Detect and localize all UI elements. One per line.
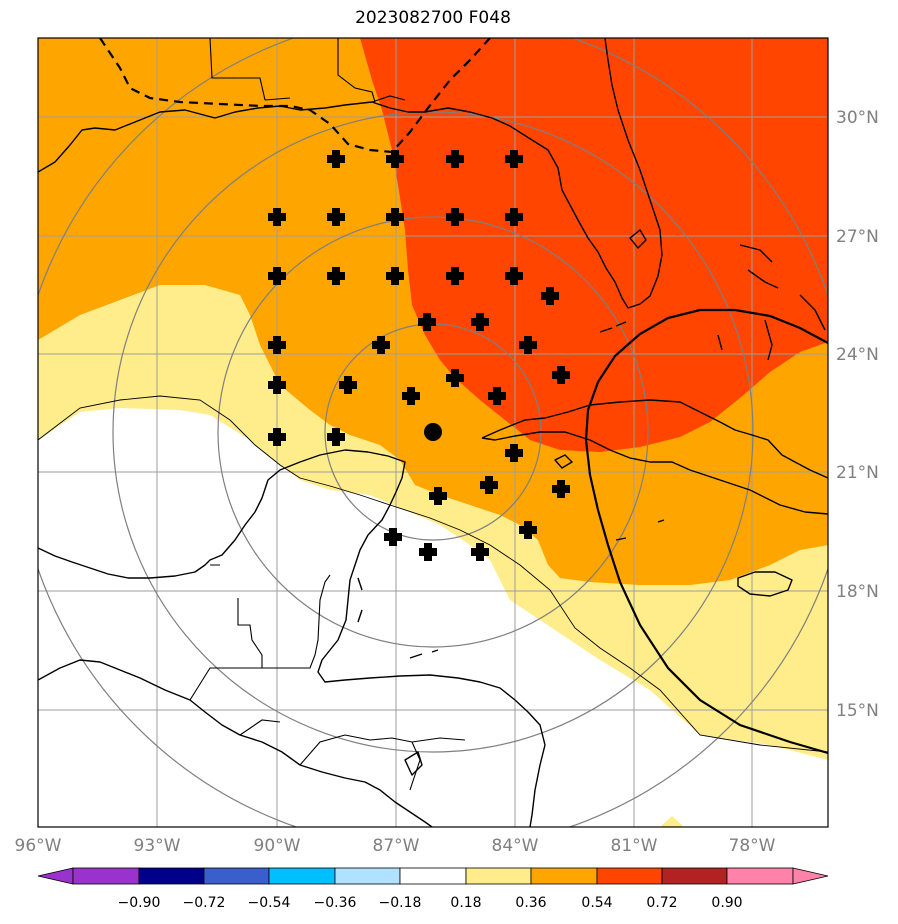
lon-tick-label: 87°W (373, 836, 420, 856)
lat-tick-label: 15°N (836, 701, 879, 721)
lon-tick-label: 84°W (492, 836, 539, 856)
plus-marker (339, 376, 357, 394)
lon-tick-label: 78°W (729, 836, 776, 856)
colorbar-swatch (399, 867, 467, 885)
center-marker (424, 423, 442, 441)
lat-tick-label: 18°N (836, 582, 879, 602)
colorbar-swatch (596, 867, 663, 885)
map-frame (37, 37, 829, 828)
plus-marker (402, 387, 420, 405)
colorbar-label: 0.54 (581, 895, 612, 911)
colorbar-label: −0.90 (118, 895, 161, 911)
colorbar-swatch (203, 867, 270, 885)
lon-axis: 96°W 93°W 90°W 87°W 84°W 81°W 78°W (15, 836, 776, 856)
plus-marker (386, 267, 404, 285)
plus-marker (505, 150, 523, 168)
lat-axis: 30°N 27°N 24°N 21°N 18°N 15°N (836, 108, 879, 721)
plus-marker (372, 336, 390, 354)
ensemble-markers (268, 150, 570, 561)
graticule (38, 38, 828, 827)
colorbar-label: 0.36 (515, 895, 546, 911)
plot-title: 2023082700 F048 (355, 8, 511, 28)
dashed-boundary (99, 38, 491, 154)
colorbar-swatch (268, 867, 336, 885)
borders (189, 38, 466, 791)
colorbar-swatch (138, 867, 205, 885)
plus-marker (327, 208, 345, 226)
plus-marker (552, 366, 570, 384)
plus-marker (480, 476, 498, 494)
plus-marker (268, 376, 286, 394)
plus-marker (471, 543, 489, 561)
colorbar-swatch (72, 867, 140, 885)
colorbar-label: −0.18 (379, 895, 422, 911)
colorbar-swatch (465, 867, 532, 885)
plus-marker (446, 208, 464, 226)
colorbar-label: −0.36 (314, 895, 357, 911)
plus-marker (418, 313, 436, 331)
plus-marker (268, 336, 286, 354)
colorbar-label: −0.54 (248, 895, 291, 911)
lat-tick-label: 21°N (836, 463, 879, 483)
plus-marker (386, 208, 404, 226)
plus-marker (446, 267, 464, 285)
plus-marker (519, 336, 537, 354)
colorbar-labels: −0.90 −0.72 −0.54 −0.36 −0.18 0.18 0.36 … (118, 895, 743, 911)
plus-marker (384, 528, 402, 546)
lon-tick-label: 93°W (134, 836, 181, 856)
plus-marker (429, 487, 447, 505)
field-light-yellow-patch (660, 816, 684, 827)
lat-tick-label: 27°N (836, 227, 879, 247)
map-panel (38, 38, 828, 827)
colorbar-label: 0.72 (646, 895, 677, 911)
plus-marker (268, 267, 286, 285)
plus-marker (268, 428, 286, 446)
plus-marker (327, 267, 345, 285)
plus-marker (505, 208, 523, 226)
track-line (584, 308, 828, 755)
colorbar-extend-high (792, 867, 829, 885)
coastlines (38, 38, 828, 827)
lat-tick-label: 24°N (836, 345, 879, 365)
plus-marker (519, 521, 537, 539)
plus-marker (541, 287, 559, 305)
colorbar (37, 867, 829, 885)
colorbar-swatch (334, 867, 401, 885)
colorbar-swatch (661, 867, 728, 885)
thin-contour (38, 395, 828, 753)
plus-marker (446, 150, 464, 168)
plus-marker (268, 208, 286, 226)
plus-marker (505, 267, 523, 285)
field-red-orange (360, 38, 828, 452)
colorbar-label: −0.72 (183, 895, 226, 911)
plus-marker (471, 313, 489, 331)
lon-tick-label: 81°W (611, 836, 658, 856)
lat-tick-label: 30°N (836, 108, 879, 128)
colorbar-label: 0.18 (450, 895, 481, 911)
plus-marker (552, 480, 570, 498)
plus-marker (505, 444, 523, 462)
colorbar-extend-low (37, 867, 74, 885)
colorbar-swatch (726, 867, 794, 885)
plus-marker (327, 428, 345, 446)
plus-marker (446, 369, 464, 387)
plus-marker (386, 150, 404, 168)
lon-tick-label: 96°W (15, 836, 62, 856)
plus-marker (488, 387, 506, 405)
lon-tick-label: 90°W (254, 836, 301, 856)
plus-marker (419, 543, 437, 561)
colorbar-swatch (530, 867, 598, 885)
plus-marker (327, 150, 345, 168)
colorbar-label: 0.90 (711, 895, 742, 911)
